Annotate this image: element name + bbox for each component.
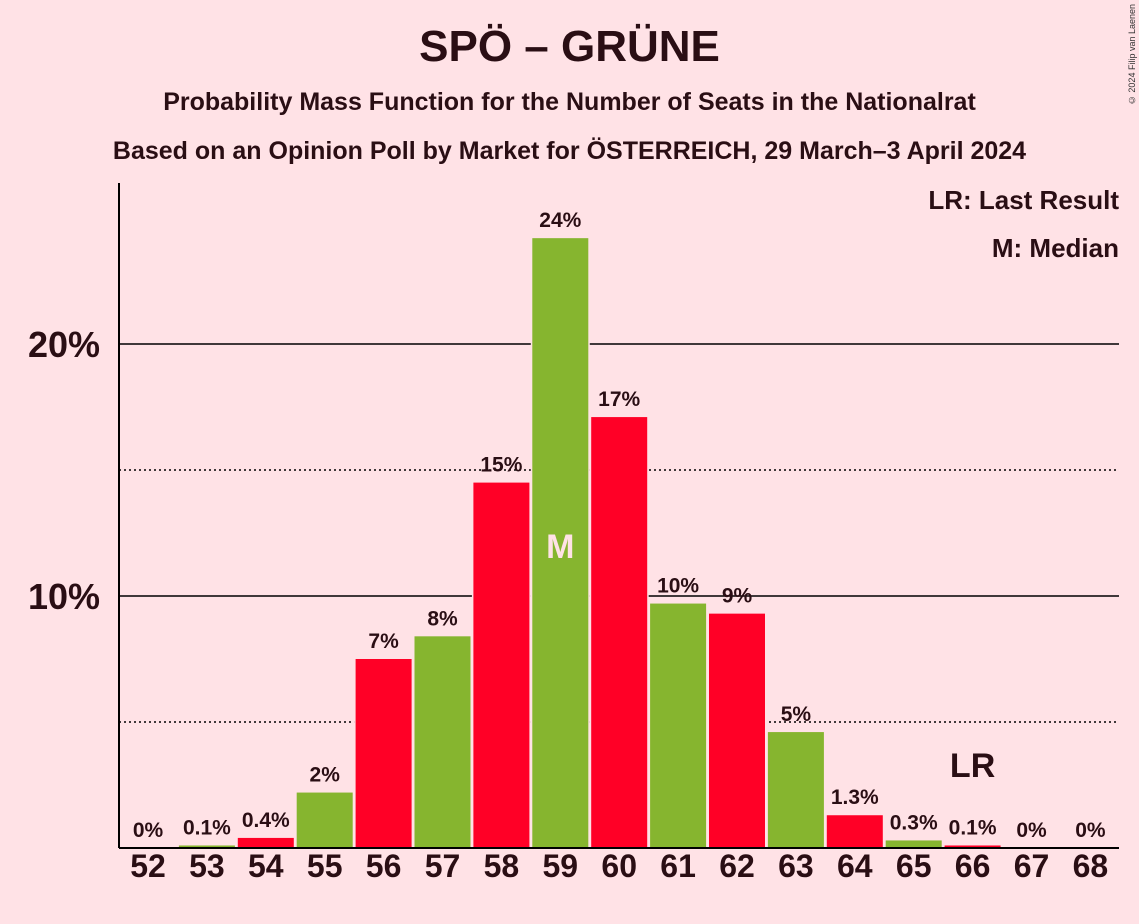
bar <box>826 815 883 848</box>
x-tick-label: 66 <box>955 848 991 884</box>
bar-value-label: 0% <box>133 819 164 842</box>
legend-median: M: Median <box>991 233 1119 263</box>
x-tick-label: 61 <box>660 848 696 884</box>
bar-value-label: 9% <box>722 585 753 608</box>
bar-value-label: 5% <box>781 703 812 726</box>
bar-value-label: 7% <box>368 630 399 653</box>
last-result-marker: LR <box>950 747 995 785</box>
legend-last-result: LR: Last Result <box>928 185 1119 215</box>
bar-value-label: 0.1% <box>183 816 231 839</box>
bar <box>473 482 530 848</box>
y-tick-label: 10% <box>28 576 100 617</box>
bar-value-label: 2% <box>310 764 341 787</box>
bar <box>414 636 471 848</box>
x-tick-label: 59 <box>543 848 579 884</box>
bar <box>355 659 412 848</box>
bar-value-label: 8% <box>427 607 458 630</box>
x-tick-label: 54 <box>248 848 284 884</box>
bar-value-label: 0.1% <box>949 816 997 839</box>
bar-value-label: 0% <box>1016 819 1047 842</box>
x-tick-label: 55 <box>307 848 343 884</box>
x-tick-label: 67 <box>1014 848 1050 884</box>
x-tick-label: 56 <box>366 848 402 884</box>
x-tick-label: 52 <box>130 848 166 884</box>
bar <box>296 792 353 848</box>
bar-value-label: 15% <box>480 454 522 477</box>
bar <box>944 845 1001 848</box>
x-tick-label: 53 <box>189 848 225 884</box>
bar-value-label: 0.4% <box>242 809 290 832</box>
bar-value-label: 0.3% <box>890 811 938 834</box>
bar <box>767 732 824 848</box>
x-tick-label: 60 <box>601 848 637 884</box>
chart-subtitle-source: Based on an Opinion Poll by Market for Ö… <box>112 137 1027 165</box>
bar <box>591 417 648 848</box>
x-tick-label: 62 <box>719 848 755 884</box>
bar-value-label: 0% <box>1075 819 1106 842</box>
bar-value-label: 10% <box>657 575 699 598</box>
bar <box>709 613 765 848</box>
bar-value-label: 24% <box>539 209 581 232</box>
bar <box>650 603 707 848</box>
x-tick-label: 64 <box>837 848 873 884</box>
x-tick-label: 58 <box>484 848 520 884</box>
bar <box>237 837 294 848</box>
y-tick-label: 20% <box>28 324 100 365</box>
bar <box>532 238 589 848</box>
bar-value-label: 1.3% <box>831 786 879 809</box>
chart-title: SPÖ – GRÜNE <box>419 22 720 71</box>
bar <box>885 840 942 848</box>
bar-value-label: 17% <box>598 388 640 411</box>
x-tick-label: 63 <box>778 848 814 884</box>
median-marker: M <box>546 528 574 566</box>
x-tick-label: 65 <box>896 848 932 884</box>
chart-subtitle: Probability Mass Function for the Number… <box>163 88 976 116</box>
x-tick-label: 68 <box>1073 848 1109 884</box>
bar <box>178 845 235 848</box>
x-tick-label: 57 <box>425 848 461 884</box>
